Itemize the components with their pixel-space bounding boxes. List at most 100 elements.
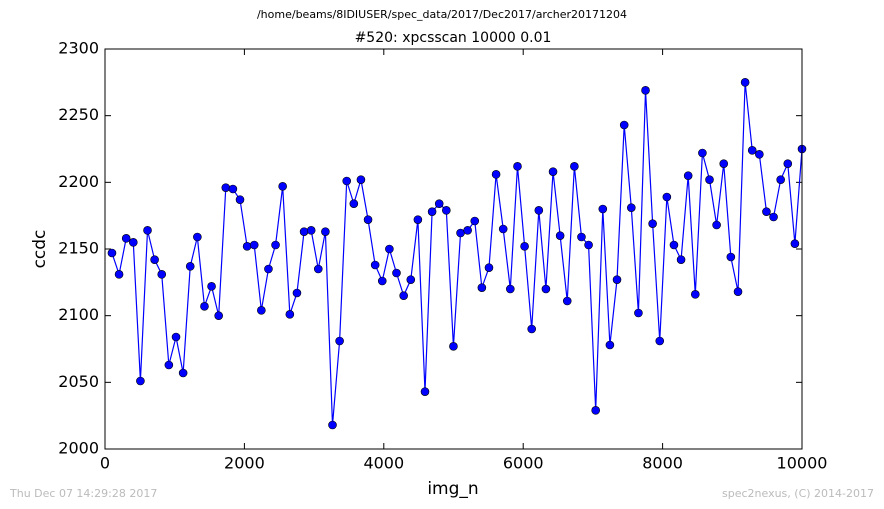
data-point bbox=[591, 406, 600, 415]
data-point bbox=[477, 283, 487, 292]
data-point bbox=[577, 232, 586, 242]
data-point bbox=[221, 183, 231, 192]
data-point bbox=[726, 252, 736, 262]
data-point bbox=[185, 262, 195, 271]
data-point bbox=[242, 242, 252, 251]
data-point bbox=[228, 184, 238, 194]
data-point bbox=[271, 240, 280, 250]
x-tick-label: 2000 bbox=[224, 454, 265, 473]
data-point bbox=[136, 376, 145, 386]
data-point bbox=[498, 224, 508, 234]
data-point bbox=[399, 291, 408, 300]
data-point bbox=[598, 204, 608, 214]
data-point bbox=[427, 207, 437, 216]
data-point bbox=[434, 199, 444, 208]
data-point bbox=[484, 263, 494, 272]
data-point bbox=[392, 268, 401, 278]
data-point bbox=[456, 228, 465, 238]
footer-right: spec2nexus, (C) 2014-2017 bbox=[722, 487, 874, 500]
data-point bbox=[413, 215, 423, 224]
data-point bbox=[171, 332, 181, 342]
data-point bbox=[143, 226, 152, 235]
data-point bbox=[570, 162, 579, 171]
data-point bbox=[555, 231, 565, 240]
data-point bbox=[178, 368, 188, 378]
data-point bbox=[449, 342, 458, 351]
data-point bbox=[157, 270, 167, 279]
data-point bbox=[712, 220, 721, 230]
x-tick-label: 8000 bbox=[642, 454, 683, 473]
data-point bbox=[470, 216, 480, 226]
data-point bbox=[627, 203, 636, 212]
data-point bbox=[541, 284, 551, 294]
data-point bbox=[370, 260, 380, 270]
x-axis-label: img_n bbox=[427, 479, 478, 499]
data-point bbox=[285, 310, 295, 319]
y-tick-label: 2000 bbox=[58, 439, 99, 458]
data-point bbox=[740, 78, 750, 87]
data-point bbox=[790, 239, 800, 248]
data-point bbox=[605, 340, 615, 350]
data-point bbox=[406, 275, 416, 284]
data-point bbox=[299, 227, 309, 236]
data-point bbox=[619, 120, 629, 130]
y-tick-label: 2050 bbox=[58, 372, 99, 391]
data-point bbox=[342, 176, 352, 186]
plot-frame bbox=[104, 48, 803, 450]
series-line bbox=[111, 82, 803, 426]
data-point bbox=[442, 206, 451, 215]
y-tick-label: 2150 bbox=[58, 239, 99, 258]
data-point bbox=[747, 146, 757, 155]
data-point bbox=[306, 226, 316, 235]
data-point bbox=[562, 296, 572, 306]
data-point bbox=[648, 219, 657, 228]
chart-title: #520: xpcsscan 10000 0.01 bbox=[355, 30, 552, 46]
data-point bbox=[107, 248, 117, 258]
data-point bbox=[783, 159, 793, 168]
data-point bbox=[313, 264, 323, 274]
data-point bbox=[214, 311, 223, 320]
x-tick-label: 6000 bbox=[503, 454, 544, 473]
data-point bbox=[335, 336, 344, 346]
suptitle: /home/beams/8IDIUSER/spec_data/2017/Dec2… bbox=[257, 8, 627, 21]
data-point bbox=[249, 240, 259, 250]
data-point bbox=[690, 290, 700, 299]
data-point bbox=[349, 199, 359, 208]
data-point bbox=[520, 242, 529, 251]
data-point bbox=[513, 162, 522, 171]
data-point bbox=[321, 227, 330, 236]
data-point bbox=[755, 150, 764, 159]
data-point bbox=[278, 182, 287, 191]
data-point bbox=[612, 275, 622, 284]
y-tick-label: 2250 bbox=[58, 105, 99, 124]
data-point bbox=[420, 387, 430, 396]
data-point bbox=[385, 244, 394, 254]
data-point bbox=[506, 284, 515, 294]
data-point bbox=[548, 167, 558, 176]
data-point bbox=[733, 287, 743, 296]
y-tick-label: 2100 bbox=[58, 305, 99, 324]
data-point bbox=[235, 195, 245, 204]
data-point bbox=[669, 240, 679, 250]
y-tick-label: 2200 bbox=[58, 172, 99, 191]
data-point bbox=[150, 255, 159, 264]
data-point bbox=[634, 308, 643, 318]
data-point bbox=[776, 175, 785, 184]
data-point bbox=[676, 255, 686, 264]
data-point bbox=[584, 240, 593, 250]
data-point bbox=[292, 288, 302, 298]
x-tick-label: 0 bbox=[100, 454, 110, 473]
data-point bbox=[641, 86, 650, 95]
data-point bbox=[356, 175, 366, 184]
data-point bbox=[762, 207, 771, 216]
data-point bbox=[527, 324, 537, 334]
x-tick-label: 4000 bbox=[363, 454, 404, 473]
data-point bbox=[698, 148, 707, 158]
data-point bbox=[534, 206, 544, 215]
data-point bbox=[363, 215, 373, 224]
x-tick-label: 10000 bbox=[777, 454, 828, 473]
data-point bbox=[705, 175, 714, 184]
data-point bbox=[491, 170, 501, 179]
y-axis-label: ccdc bbox=[30, 230, 50, 269]
